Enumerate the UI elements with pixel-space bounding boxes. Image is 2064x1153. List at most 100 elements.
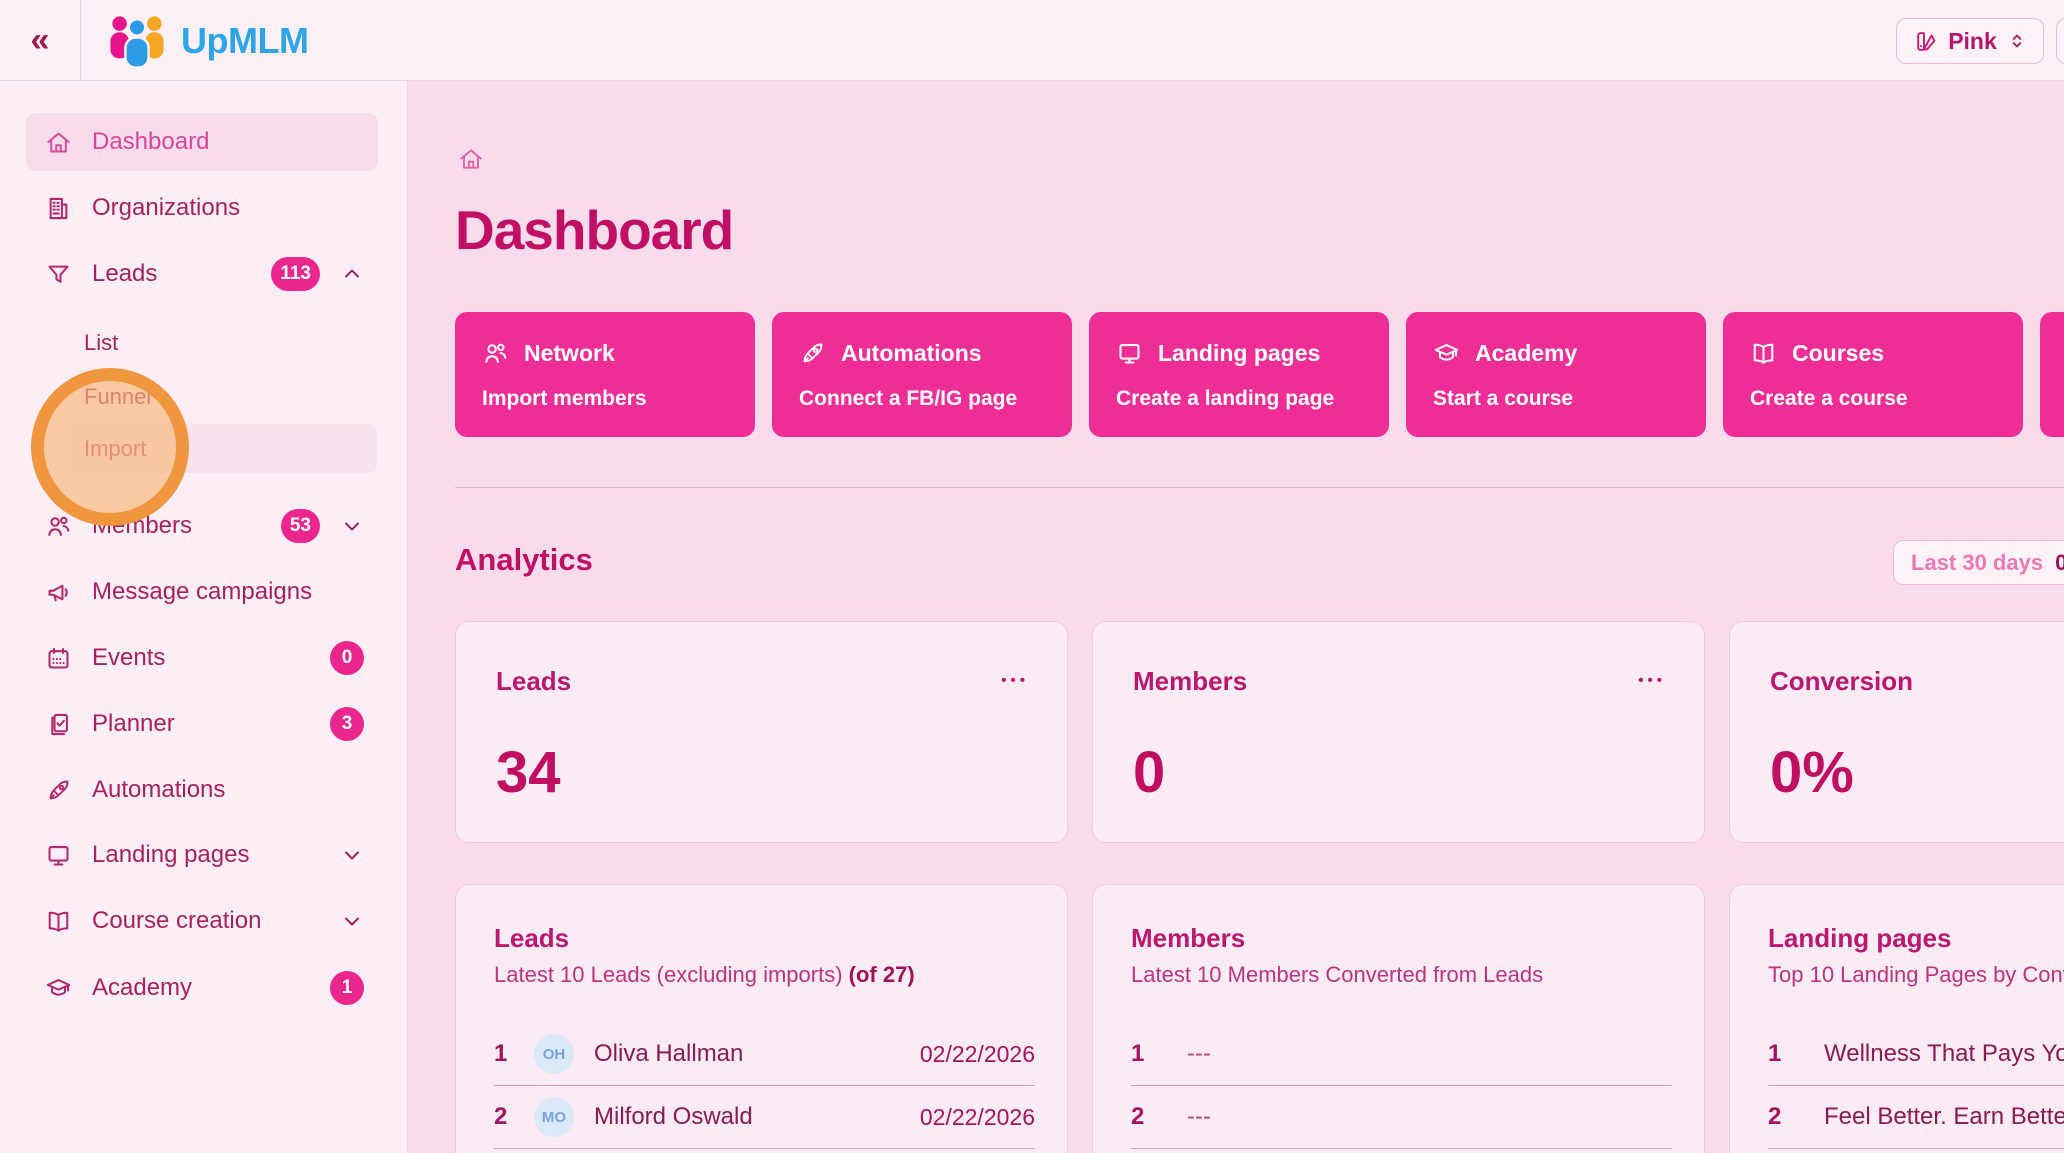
sidebar-subitem-list[interactable]: List <box>84 321 118 365</box>
sidebar-item-landing-pages[interactable]: Landing pages <box>26 826 378 884</box>
sidebar-item-organizations[interactable]: Organizations <box>26 179 378 237</box>
action-card-landing-pages[interactable]: Landing pages Create a landing page <box>1089 312 1389 437</box>
list-rows: 1 Wellness That Pays You Back 2 Feel Bet… <box>1768 1023 2064 1149</box>
top-bar: « UpMLM Pink <box>0 0 2064 81</box>
partial-toolbar-button[interactable] <box>2056 18 2064 64</box>
app-logo[interactable]: UpMLM <box>106 12 309 70</box>
monitor-icon <box>48 845 69 866</box>
sidebar-subitem-import[interactable]: Import <box>84 427 146 471</box>
action-card-subtitle: Connect a FB/IG page <box>799 387 1018 410</box>
stat-value: 0% <box>1770 740 1854 805</box>
date-range-value: 01/2 <box>2055 549 2064 575</box>
list-card-subtitle: Latest 10 Leads (excluding imports) (of … <box>494 962 915 987</box>
action-card-title: Automations <box>841 340 982 366</box>
logo-text: UpMLM <box>181 20 309 61</box>
stat-card-leads: Leads 34 ••• <box>455 621 1068 843</box>
sidebar-subitem-label: List <box>84 330 119 355</box>
sidebar-item-label: Members <box>92 512 193 539</box>
events-count-badge: 0 <box>330 641 364 675</box>
academy-count-badge: 1 <box>330 971 364 1005</box>
action-card-subtitle: Import members <box>482 387 647 410</box>
sidebar-item-members[interactable]: Members 53 <box>26 497 378 555</box>
action-card-title: Landing pages <box>1158 340 1321 366</box>
date-range-select[interactable]: Last 30 days 01/2 <box>1893 540 2064 585</box>
action-card-courses[interactable]: Courses Create a course <box>1723 312 2023 437</box>
sidebar-subitem-funnel[interactable]: Funnel <box>84 375 151 419</box>
row-date: 02/22/2026 <box>919 1103 1035 1130</box>
list-rows: 1 --- 2 --- <box>1131 1023 1672 1149</box>
avatar: OH <box>534 1034 574 1074</box>
list-card-subtitle: Latest 10 Members Converted from Leads <box>1131 962 1544 987</box>
sidebar-item-course-creation[interactable]: Course creation <box>26 892 378 950</box>
sidebar-item-planner[interactable]: Planner 3 <box>26 695 378 753</box>
sidebar-item-automations[interactable]: Automations <box>26 761 378 819</box>
list-row[interactable]: 2 --- <box>1131 1086 1672 1149</box>
sidebar-item-message-campaigns[interactable]: Message campaigns <box>26 563 378 621</box>
sidebar-nav: Dashboard Organizations Leads 113 List F… <box>0 81 408 1153</box>
stat-title: Leads <box>496 666 572 696</box>
action-card-subtitle: Create a course <box>1750 387 1908 410</box>
quick-action-row: Network Import members Automations Conne… <box>455 312 2064 437</box>
sidebar-item-dashboard[interactable]: Dashboard <box>26 113 378 171</box>
row-index: 2 <box>494 1103 508 1130</box>
users-icon <box>48 516 70 536</box>
action-card-automations[interactable]: Automations Connect a FB/IG page <box>772 312 1072 437</box>
row-name: --- <box>1187 1103 1211 1130</box>
sidebar-item-academy[interactable]: Academy 1 <box>26 959 378 1017</box>
list-card-landing-pages: Landing pages Top 10 Landing Pages by Co… <box>1729 884 2064 1153</box>
users-icon <box>485 343 507 363</box>
planner-count-badge: 3 <box>330 707 364 741</box>
leads-count-badge: 113 <box>271 257 320 291</box>
row-date: 02/22/2026 <box>919 1040 1035 1067</box>
action-card-title: Courses <box>1792 340 1885 366</box>
swatch-icon <box>1917 31 1936 51</box>
action-card-network[interactable]: Network Import members <box>455 312 755 437</box>
list-row[interactable]: 2 Feel Better. Earn Better. <box>1768 1086 2064 1149</box>
row-name: Feel Better. Earn Better. <box>1824 1103 2064 1130</box>
stat-value: 0 <box>1133 740 1166 805</box>
action-card-academy[interactable]: Academy Start a course <box>1406 312 1706 437</box>
row-name: Milford Oswald <box>594 1103 753 1130</box>
ellipsis-menu-button[interactable]: ••• <box>1001 672 1029 689</box>
action-card-partial[interactable] <box>2040 312 2064 437</box>
sidebar-collapse-button[interactable]: « <box>0 0 81 81</box>
list-row[interactable]: 1 --- <box>1131 1023 1672 1086</box>
updown-chevron-icon <box>2012 34 2022 48</box>
list-row[interactable]: 1 OH Oliva Hallman 02/22/2026 <box>494 1023 1035 1086</box>
sidebar-item-label: Leads <box>92 260 158 287</box>
action-card-subtitle: Create a landing page <box>1116 387 1335 410</box>
rocket-icon <box>803 343 823 363</box>
list-row[interactable]: 2 MO Milford Oswald 02/22/2026 <box>494 1086 1035 1149</box>
stat-value: 34 <box>496 740 561 805</box>
members-count-badge: 53 <box>280 509 320 543</box>
sidebar-item-events[interactable]: Events 0 <box>26 629 378 687</box>
theme-select[interactable]: Pink <box>1896 18 2044 64</box>
book-icon <box>1753 343 1774 364</box>
sidebar-item-leads[interactable]: Leads 113 <box>26 245 378 303</box>
action-card-title: Network <box>524 340 615 366</box>
row-index: 1 <box>1768 1040 1782 1067</box>
row-index: 1 <box>1131 1040 1145 1067</box>
action-card-subtitle: Start a course <box>1433 387 1574 410</box>
list-row[interactable]: 1 Wellness That Pays You Back <box>1768 1023 2064 1086</box>
building-icon <box>48 197 68 219</box>
date-range-label: Last 30 days <box>1911 549 2044 575</box>
sidebar-subitem-label: Funnel <box>84 384 152 409</box>
sidebar-item-label: Message campaigns <box>92 578 313 605</box>
stat-title: Members <box>1133 666 1248 696</box>
upmlm-logo-icon <box>110 16 164 69</box>
stat-card-members: Members 0 ••• <box>1092 621 1705 843</box>
list-card-leads: Leads Latest 10 Leads (excluding imports… <box>455 884 1068 1153</box>
sidebar-item-label: Planner <box>92 710 175 737</box>
stat-card-conversion: Conversion 0% <box>1729 621 2064 843</box>
graduation-cap-icon <box>1434 344 1459 361</box>
list-card-title: Leads <box>494 923 570 953</box>
list-card-members: Members Latest 10 Members Converted from… <box>1092 884 1705 1153</box>
sidebar-item-label: Landing pages <box>92 841 250 868</box>
monitor-icon <box>1119 344 1140 364</box>
sidebar-item-label: Academy <box>92 974 193 1001</box>
ellipsis-menu-button[interactable]: ••• <box>1638 672 1666 689</box>
row-index: 1 <box>494 1040 508 1067</box>
breadcrumb-home-icon[interactable] <box>458 146 484 172</box>
